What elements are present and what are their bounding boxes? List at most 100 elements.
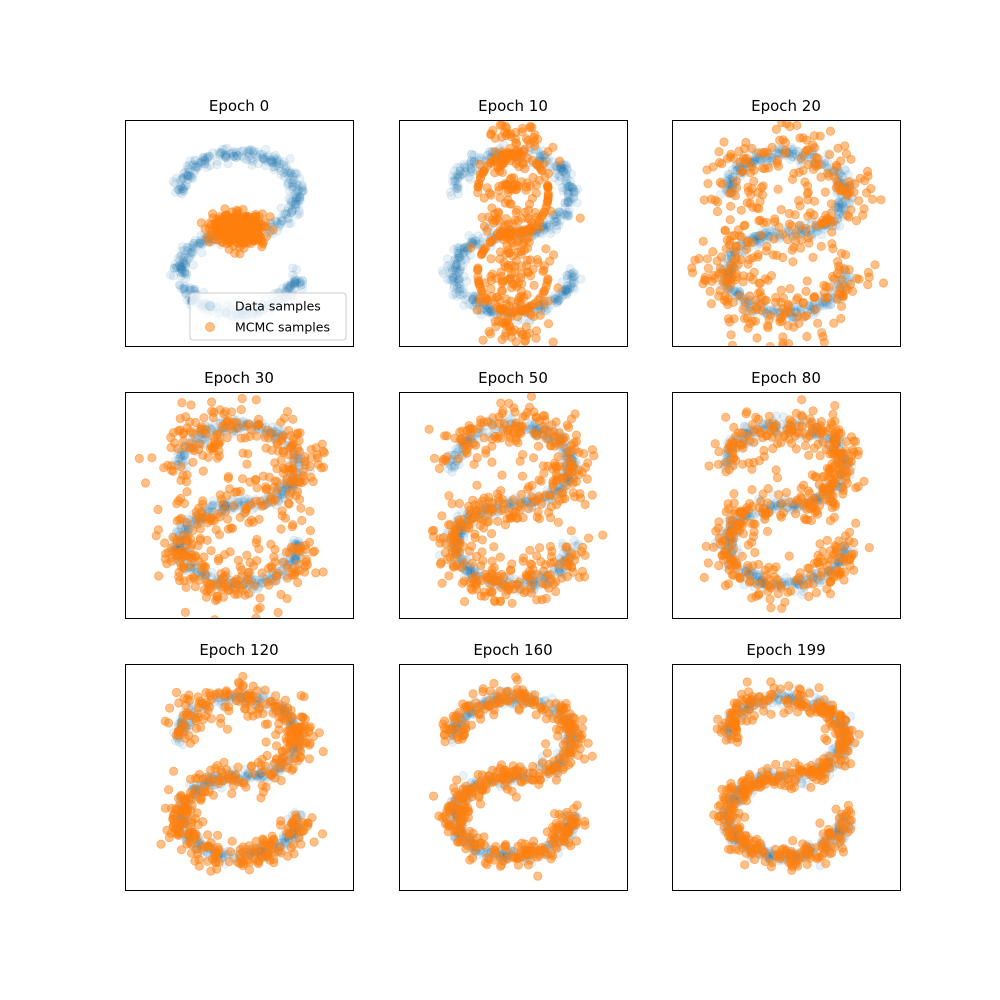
mcmc-sample-point: [181, 442, 191, 453]
data-sample-point: [179, 267, 189, 277]
data-sample-point: [568, 193, 579, 203]
data-sample-point: [181, 259, 191, 269]
mcmc-sample-point: [525, 181, 536, 191]
mcmc-sample-point: [255, 602, 265, 613]
mcmc-sample-point: [527, 193, 537, 203]
mcmc-sample-point: [762, 241, 772, 252]
data-sample-point: [276, 166, 286, 176]
subplot-frame: [125, 392, 354, 619]
mcmc-samples-series: [424, 392, 608, 608]
mcmc-sample-point: [809, 210, 819, 220]
data-sample-point: [175, 187, 185, 197]
data-sample-point: [277, 159, 287, 169]
mcmc-sample-point: [261, 443, 271, 453]
mcmc-sample-point: [837, 274, 847, 284]
mcmc-sample-point: [831, 160, 841, 170]
data-sample-point: [282, 282, 292, 292]
mcmc-sample-point: [705, 286, 715, 296]
mcmc-sample-point: [244, 567, 254, 578]
data-sample-point: [555, 210, 565, 220]
mcmc-sample-point: [505, 144, 515, 154]
mcmc-sample-point: [803, 145, 813, 155]
mcmc-sample-point: [311, 568, 321, 578]
data-sample-point: [292, 193, 302, 204]
data-sample-point: [560, 198, 570, 208]
mcmc-sample-point: [479, 221, 489, 231]
data-sample-point: [290, 283, 300, 293]
mcmc-sample-point: [517, 123, 528, 133]
mcmc-sample-point: [318, 567, 328, 577]
mcmc-sample-point: [765, 342, 775, 346]
data-sample-point: [187, 243, 198, 253]
data-sample-point: [267, 156, 277, 166]
mcmc-sample-point: [240, 507, 250, 518]
data-sample-point: [248, 147, 258, 157]
data-sample-point: [190, 165, 200, 175]
mcmc-sample-point: [543, 191, 553, 201]
data-sample-point: [193, 161, 203, 171]
mcmc-sample-point: [181, 412, 191, 422]
data-sample-point: [563, 287, 573, 297]
data-sample-point: [174, 260, 184, 270]
data-sample-point: [263, 151, 273, 161]
mcmc-sample-point: [803, 187, 813, 197]
data-sample-point: [458, 249, 468, 259]
data-sample-point: [284, 214, 294, 224]
data-sample-point: [568, 186, 579, 196]
mcmc-sample-point: [703, 179, 713, 189]
data-sample-point: [287, 205, 297, 215]
data-sample-point: [245, 155, 256, 165]
mcmc-sample-point: [787, 245, 797, 255]
data-sample-point: [197, 248, 207, 258]
mcmc-sample-point: [210, 615, 219, 618]
data-sample-point: [833, 203, 844, 213]
mcmc-sample-point: [179, 498, 190, 509]
mcmc-sample-point: [473, 264, 483, 274]
data-sample-point: [282, 180, 293, 190]
data-sample-point: [286, 208, 296, 218]
mcmc-sample-point: [720, 291, 730, 301]
data-sample-point: [253, 158, 264, 169]
data-sample-point: [280, 164, 291, 174]
data-sample-point: [249, 146, 259, 156]
mcmc-sample-point: [500, 179, 510, 189]
mcmc-sample-point: [838, 290, 848, 300]
data-sample-point: [785, 154, 796, 164]
mcmc-sample-point: [282, 563, 293, 573]
mcmc-sample-point: [495, 161, 506, 171]
mcmc-sample-point: [770, 214, 780, 224]
mcmc-sample-point: [820, 187, 831, 197]
mcmc-sample-point: [289, 455, 299, 465]
data-sample-point: [180, 281, 190, 291]
data-sample-point: [244, 151, 254, 161]
data-sample-point: [466, 164, 476, 174]
mcmc-sample-point: [276, 589, 286, 600]
data-sample-point: [175, 452, 185, 462]
data-sample-point: [559, 166, 569, 176]
data-sample-point: [289, 279, 299, 290]
data-sample-point: [550, 216, 561, 227]
data-sample-point: [291, 188, 301, 198]
data-sample-point: [279, 209, 289, 219]
data-sample-point: [178, 284, 189, 294]
data-sample-point: [294, 196, 304, 206]
mcmc-sample-point: [863, 279, 873, 290]
data-sample-point: [290, 200, 300, 210]
subplot-title: Epoch 50: [478, 369, 548, 387]
mcmc-sample-point: [522, 304, 533, 314]
data-sample-point: [274, 158, 284, 168]
data-sample-point: [454, 278, 464, 289]
mcmc-sample-point: [749, 165, 759, 175]
mcmc-sample-point: [506, 296, 516, 306]
data-sample-point: [220, 150, 230, 160]
scatter-points: [134, 392, 329, 618]
subplot-title: Epoch 10: [478, 97, 548, 115]
subplot-title: Epoch 30: [204, 369, 274, 387]
data-sample-point: [180, 286, 190, 296]
data-sample-point: [565, 194, 575, 204]
mcmc-sample-point: [511, 127, 521, 138]
data-sample-point: [173, 185, 183, 195]
data-sample-point: [542, 220, 552, 230]
data-sample-point: [568, 184, 579, 194]
